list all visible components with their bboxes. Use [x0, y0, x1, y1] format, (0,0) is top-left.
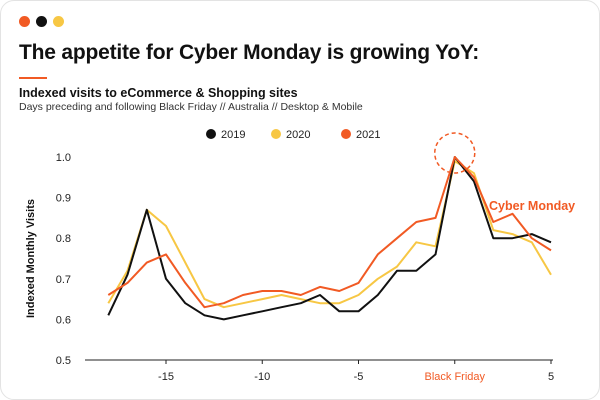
- x-tick-label: -10: [254, 371, 270, 383]
- window-dot-black[interactable]: [36, 16, 47, 27]
- legend-label-2019: 2019: [221, 129, 245, 141]
- title-accent-rule: [19, 77, 47, 79]
- cyber-monday-annotation: Cyber Monday: [489, 199, 575, 213]
- x-tick-label: -15: [158, 371, 174, 383]
- window-controls: [19, 16, 64, 27]
- window-dot-yellow[interactable]: [53, 16, 64, 27]
- series-line-2021: [107, 156, 552, 309]
- series-line-2020: [107, 160, 552, 309]
- x-tick-label-black-friday: Black Friday: [424, 371, 485, 383]
- legend-swatch-2019: [206, 129, 216, 139]
- window-dot-orange[interactable]: [19, 16, 30, 27]
- y-tick-label: 0.8: [56, 233, 71, 245]
- legend-label-2020: 2020: [286, 129, 310, 141]
- legend-swatch-2020: [271, 129, 281, 139]
- y-tick-label: 0.5: [56, 355, 71, 367]
- page-title: The appetite for Cyber Monday is growing…: [19, 41, 480, 64]
- x-tick-label: -5: [354, 371, 364, 383]
- y-tick-label: 1.0: [56, 152, 71, 164]
- series-line-2019: [107, 156, 552, 321]
- legend-label-2021: 2021: [356, 129, 380, 141]
- chart-subtitle: Indexed visits to eCommerce & Shopping s…: [19, 86, 298, 100]
- y-tick-label: 0.6: [56, 314, 71, 326]
- chart-description: Days preceding and following Black Frida…: [19, 101, 363, 113]
- legend-swatch-2021: [341, 129, 351, 139]
- y-axis-title: Indexed Monthly Visits: [25, 199, 37, 318]
- y-tick-label: 0.7: [56, 274, 71, 286]
- peak-highlight-circle: [434, 132, 476, 174]
- y-tick-label: 0.9: [56, 193, 71, 205]
- x-tick-label: 5: [548, 371, 554, 383]
